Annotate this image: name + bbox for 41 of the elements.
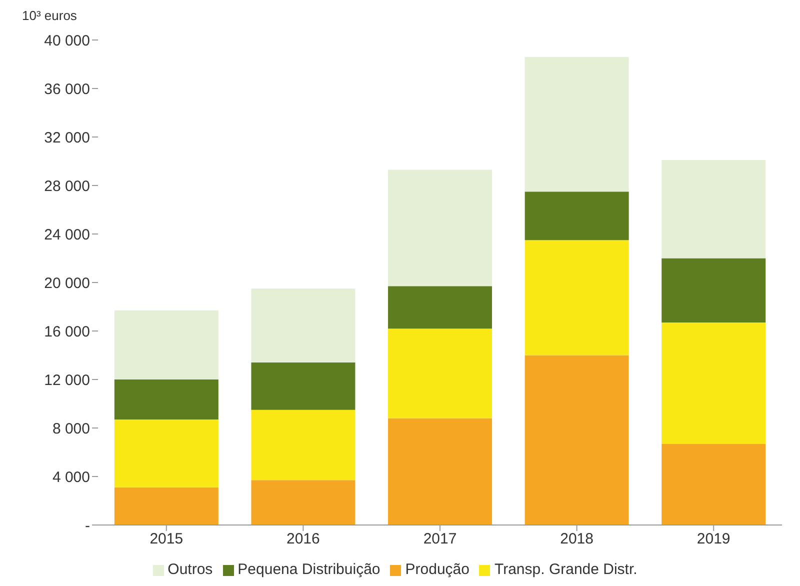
legend-label: Produção	[405, 561, 470, 578]
legend-label: Pequena Distribuição	[238, 561, 380, 578]
y-tick-label: 16 000	[44, 323, 90, 340]
y-axis-title: 10³ euros	[21, 8, 78, 25]
y-tick-label: 4 000	[52, 468, 90, 486]
y-tick-label: 40 000	[44, 32, 90, 50]
bar	[114, 420, 218, 488]
bar	[388, 418, 492, 525]
bar	[251, 410, 356, 480]
bar	[524, 355, 629, 525]
bar	[114, 380, 218, 420]
bar	[524, 240, 629, 356]
bar	[114, 310, 218, 380]
bar	[114, 487, 218, 525]
y-tick-label: 8 000	[52, 420, 90, 438]
y-tick-label: -	[85, 517, 90, 534]
bar	[662, 444, 766, 525]
bar	[388, 328, 492, 418]
bar	[388, 170, 492, 286]
x-tick-label: 2019	[696, 530, 730, 548]
y-tick-label: 20 000	[44, 274, 90, 292]
x-tick-label: 2017	[423, 530, 457, 548]
bar	[524, 192, 629, 240]
x-tick-label: 2016	[286, 530, 320, 548]
legend-label: Outros	[168, 561, 213, 578]
y-tick-label: 28 000	[44, 178, 90, 195]
y-tick-label: 32 000	[44, 129, 90, 146]
bar	[662, 258, 766, 323]
y-tick-label: 24 000	[44, 226, 90, 244]
bar	[662, 160, 766, 258]
bar	[251, 288, 356, 363]
bar	[524, 56, 629, 192]
bar	[251, 480, 356, 525]
y-tick-label: 12 000	[44, 372, 90, 389]
bar	[251, 362, 356, 410]
x-tick-label: 2015	[150, 530, 184, 548]
legend-label: Transp. Grande Distr.	[494, 561, 638, 578]
x-tick-label: 2018	[560, 530, 594, 548]
bar	[388, 286, 492, 329]
bar	[662, 322, 766, 444]
y-tick-label: 36 000	[44, 80, 90, 98]
